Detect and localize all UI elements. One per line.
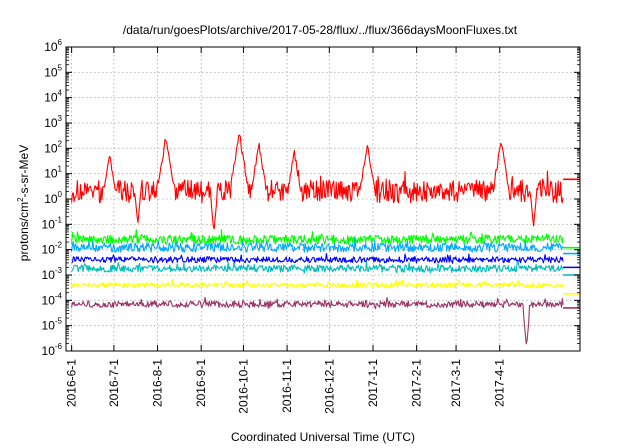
series-trace: [71, 237, 564, 253]
series-trace: [71, 228, 564, 246]
y-tick-base: 10: [44, 40, 58, 54]
y-axis-label-base: protons/cm: [17, 202, 31, 261]
y-tick-base: 10: [44, 65, 58, 79]
y-axis-label-superscript: 2: [16, 197, 25, 202]
y-tick-exponent: 5: [58, 63, 63, 72]
y-axis-label-rest: -s-sr-MeV: [17, 145, 31, 198]
series-line: [71, 228, 580, 249]
y-tick-label: 10-5: [42, 317, 63, 333]
y-tick-base: 10: [42, 293, 56, 307]
y-tick-base: 10: [42, 217, 56, 231]
y-tick-label: 106: [44, 38, 62, 54]
y-tick-label: 101: [44, 165, 62, 181]
series-line: [71, 279, 580, 295]
y-tick-label: 102: [44, 139, 62, 155]
x-tick-label: 2016-7-1: [107, 359, 121, 407]
x-tick-label: 2016-6-1: [65, 359, 79, 407]
y-tick-exponent: -6: [55, 342, 63, 351]
series-trace: [71, 261, 564, 274]
y-tick-exponent: -2: [55, 241, 63, 250]
x-tick-label: 2016-9-1: [194, 359, 208, 407]
y-tick-label: 105: [44, 63, 62, 79]
y-tick-exponent: 0: [58, 190, 63, 199]
y-tick-exponent: 2: [58, 139, 63, 148]
y-tick-base: 10: [44, 192, 58, 206]
series-line: [71, 296, 580, 345]
y-tick-base: 10: [44, 116, 58, 130]
x-tick-label: 2017-4-1: [493, 359, 507, 407]
series-layer: [71, 134, 580, 345]
y-tick-base: 10: [42, 344, 56, 358]
y-tick-base: 10: [44, 167, 58, 181]
y-tick-exponent: -3: [55, 266, 63, 275]
series-trace: [71, 279, 564, 289]
y-tick-base: 10: [44, 141, 58, 155]
y-tick-label: 100: [44, 190, 62, 206]
series-line: [71, 134, 580, 230]
y-tick-base: 10: [42, 319, 56, 333]
y-tick-label: 10-2: [42, 241, 63, 257]
x-tick-label: 2016-12-1: [322, 359, 336, 414]
plot-frame: [65, 46, 581, 352]
y-tick-label: 103: [44, 114, 62, 130]
x-axis-label: Coordinated Universal Time (UTC): [231, 430, 415, 444]
y-tick-exponent: 4: [58, 89, 63, 98]
y-tick-label: 10-6: [42, 342, 63, 358]
axis-ticks: 10-610-510-410-310-210-11001011021031041…: [42, 38, 580, 414]
series-trace: [71, 134, 564, 230]
x-tick-label: 2017-3-1: [449, 359, 463, 407]
y-tick-exponent: -5: [55, 317, 63, 326]
chart-title: /data/run/goesPlots/archive/2017-05-28/f…: [123, 23, 518, 37]
y-tick-exponent: 1: [58, 165, 63, 174]
y-tick-exponent: -1: [55, 215, 63, 224]
y-tick-base: 10: [42, 268, 56, 282]
series-trace: [71, 296, 564, 345]
grid-lines: [66, 47, 580, 351]
y-tick-exponent: 3: [58, 114, 63, 123]
y-tick-exponent: 6: [58, 38, 63, 47]
y-tick-label: 104: [44, 89, 62, 105]
y-tick-label: 10-1: [42, 215, 63, 231]
x-tick-label: 2017-2-1: [410, 359, 424, 407]
y-tick-base: 10: [42, 243, 56, 257]
y-tick-exponent: -4: [55, 291, 63, 300]
x-tick-label: 2017-1-1: [366, 359, 380, 407]
series-line: [71, 261, 580, 276]
y-tick-base: 10: [44, 91, 58, 105]
x-tick-label: 2016-8-1: [151, 359, 165, 407]
y-tick-label: 10-3: [42, 266, 63, 282]
x-tick-label: 2016-10-1: [236, 359, 250, 414]
y-tick-label: 10-4: [42, 291, 63, 307]
series-trace: [71, 252, 564, 264]
x-tick-label: 2016-11-1: [280, 359, 294, 413]
y-axis-label: protons/cm2-s-sr-MeV: [16, 145, 31, 261]
